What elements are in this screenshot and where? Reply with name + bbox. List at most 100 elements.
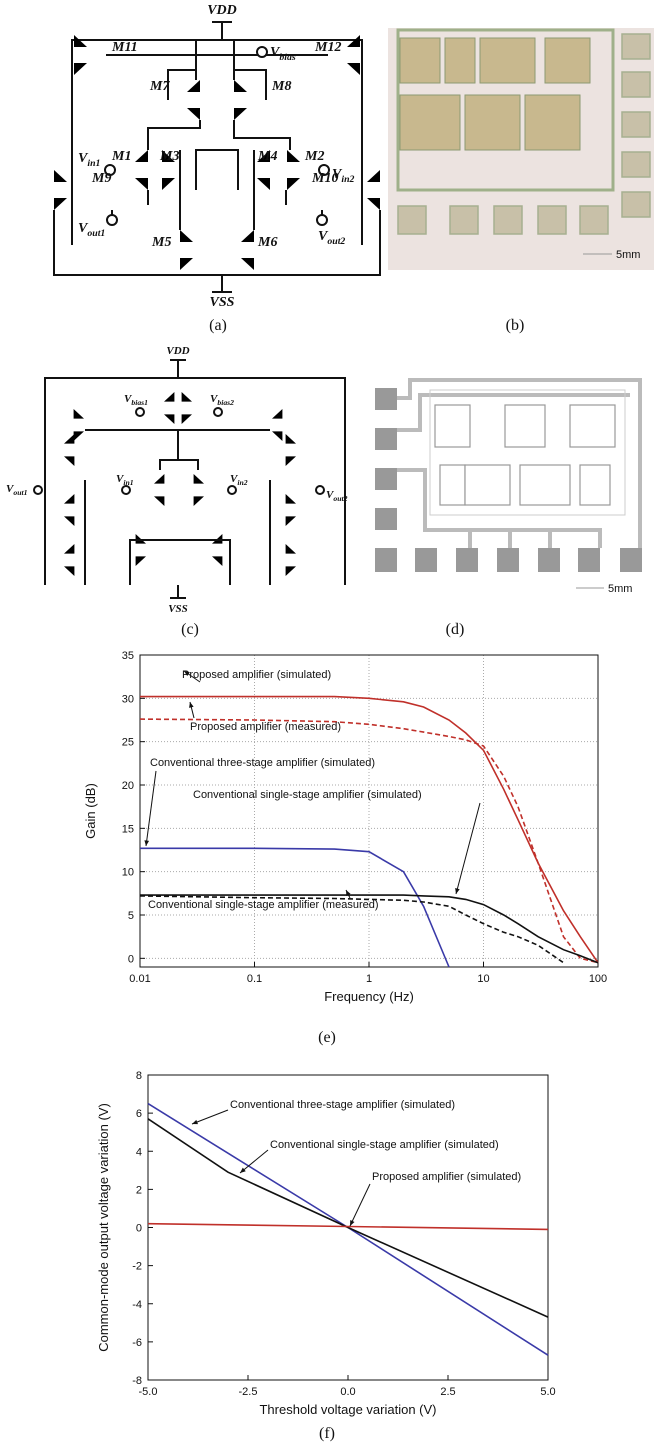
y-axis-label: Common-mode output voltage variation (V) bbox=[96, 1103, 111, 1352]
label-sub: in2 bbox=[341, 174, 354, 185]
label: Vout2 bbox=[318, 229, 345, 247]
y-tick-label: -2 bbox=[132, 1261, 142, 1273]
label: M9 bbox=[91, 171, 111, 186]
arrow-head bbox=[192, 1120, 198, 1124]
label: M5 bbox=[151, 235, 171, 250]
x-tick-label: 10 bbox=[477, 973, 489, 985]
transistor bbox=[286, 434, 312, 466]
x-tick-label: 100 bbox=[589, 973, 607, 985]
y-axis-label: Gain (dB) bbox=[83, 783, 98, 839]
y-tick-label: 2 bbox=[136, 1184, 142, 1196]
caption: (b) bbox=[506, 317, 525, 334]
label: Vbias bbox=[270, 45, 296, 63]
label: M3 bbox=[159, 149, 179, 164]
annotation: Proposed amplifier (simulated) bbox=[372, 1171, 521, 1183]
transistor bbox=[286, 494, 312, 526]
labels-a: VDD M11 Vbias M12 M7 M8 Vin1 M1 M3 M4 M2… bbox=[78, 3, 355, 334]
transistor bbox=[168, 80, 200, 120]
label-sub: in1 bbox=[123, 478, 133, 487]
y-tick-label: 4 bbox=[136, 1146, 142, 1158]
caption: (e) bbox=[318, 1029, 336, 1046]
y-tick-label: 15 bbox=[122, 823, 134, 835]
label: Vin2 bbox=[230, 473, 248, 487]
label-sub: bias1 bbox=[131, 398, 148, 407]
x-tick-label: 0.1 bbox=[247, 973, 262, 985]
circuit-blocks bbox=[435, 405, 615, 505]
label-sub: out2 bbox=[333, 494, 347, 503]
label: M10 bbox=[311, 171, 338, 186]
annotation: Proposed amplifier (measured) bbox=[190, 721, 341, 733]
label-sub: bias2 bbox=[217, 398, 234, 407]
transistor bbox=[197, 534, 223, 566]
transistor bbox=[222, 230, 254, 270]
schematic-a bbox=[54, 22, 380, 292]
annotation-arrow bbox=[146, 771, 156, 846]
label: VDD bbox=[207, 3, 237, 18]
x-tick-label: -2.5 bbox=[239, 1386, 258, 1398]
y-tick-label: 0 bbox=[128, 953, 134, 965]
y-tick-label: 10 bbox=[122, 867, 134, 879]
x-tick-label: -5.0 bbox=[139, 1386, 158, 1398]
annotation: Conventional single-stage amplifier (mea… bbox=[148, 899, 379, 911]
label-sub: out2 bbox=[327, 236, 345, 247]
y-tick-label: 5 bbox=[128, 910, 134, 922]
transistor bbox=[257, 409, 283, 441]
label-sub: in1 bbox=[87, 158, 100, 169]
x-tick-label: 0.01 bbox=[129, 973, 150, 985]
label-sub: out1 bbox=[87, 228, 105, 239]
annotation: Proposed amplifier (simulated) bbox=[182, 669, 331, 681]
label: Vout1 bbox=[6, 483, 28, 497]
schematic-c bbox=[34, 360, 345, 598]
labels-c: VDD Vbias1 Vbias2 Vin1 Vin2 Vout1 Vout2 … bbox=[6, 345, 348, 638]
transistor bbox=[180, 230, 212, 270]
annotation: Conventional single-stage amplifier (sim… bbox=[193, 789, 422, 801]
label: Vbias1 bbox=[124, 393, 148, 407]
label-sub: bias bbox=[279, 52, 296, 63]
line-series bbox=[140, 719, 598, 963]
label: Vin1 bbox=[78, 151, 100, 169]
label: VSS bbox=[168, 603, 188, 615]
label: M12 bbox=[314, 40, 341, 55]
label-sub: out1 bbox=[13, 488, 27, 497]
annotation: Conventional three-stage amplifier (simu… bbox=[150, 757, 375, 769]
figure: VDD M11 Vbias M12 M7 M8 Vin1 M1 M3 M4 M2… bbox=[0, 0, 654, 1444]
transistor bbox=[49, 544, 75, 576]
chart: -8-6-4-202468-5.0-2.50.02.55.0Convention… bbox=[96, 1070, 556, 1442]
label: M1 bbox=[111, 149, 131, 164]
transistor bbox=[136, 534, 162, 566]
annotation-arrow bbox=[456, 803, 480, 894]
label: VSS bbox=[210, 295, 235, 310]
label: M4 bbox=[257, 149, 277, 164]
x-axis-label: Frequency (Hz) bbox=[324, 989, 414, 1004]
scale-label: 5mm bbox=[608, 583, 632, 595]
annotation: Conventional three-stage amplifier (simu… bbox=[230, 1099, 455, 1111]
caption: (f) bbox=[319, 1425, 335, 1442]
transistor bbox=[286, 544, 312, 576]
label: M7 bbox=[149, 79, 170, 94]
transistor bbox=[139, 474, 165, 506]
x-axis-label: Threshold voltage variation (V) bbox=[259, 1402, 436, 1417]
label: VDD bbox=[166, 345, 189, 357]
x-tick-label: 1 bbox=[366, 973, 372, 985]
transistor bbox=[234, 80, 266, 120]
label: Vbias2 bbox=[210, 393, 234, 407]
label: M11 bbox=[111, 40, 138, 55]
y-tick-label: 30 bbox=[122, 693, 134, 705]
layout-d: 5mm (d) bbox=[375, 380, 642, 638]
caption: (d) bbox=[446, 621, 465, 638]
caption: (c) bbox=[181, 621, 199, 638]
chip-photo: 5mm (b) bbox=[388, 28, 654, 334]
x-tick-label: 2.5 bbox=[440, 1386, 455, 1398]
transistor bbox=[149, 392, 175, 424]
label: Vin1 bbox=[116, 473, 134, 487]
y-tick-label: 35 bbox=[122, 650, 134, 662]
transistor bbox=[49, 434, 75, 466]
y-tick-label: 6 bbox=[136, 1108, 142, 1120]
label: M2 bbox=[304, 149, 324, 164]
label: Vout1 bbox=[78, 221, 105, 239]
y-tick-label: 0 bbox=[136, 1223, 142, 1235]
arrow-head bbox=[144, 840, 149, 846]
annotation-arrow bbox=[192, 1110, 228, 1124]
y-tick-label: -4 bbox=[132, 1299, 142, 1311]
